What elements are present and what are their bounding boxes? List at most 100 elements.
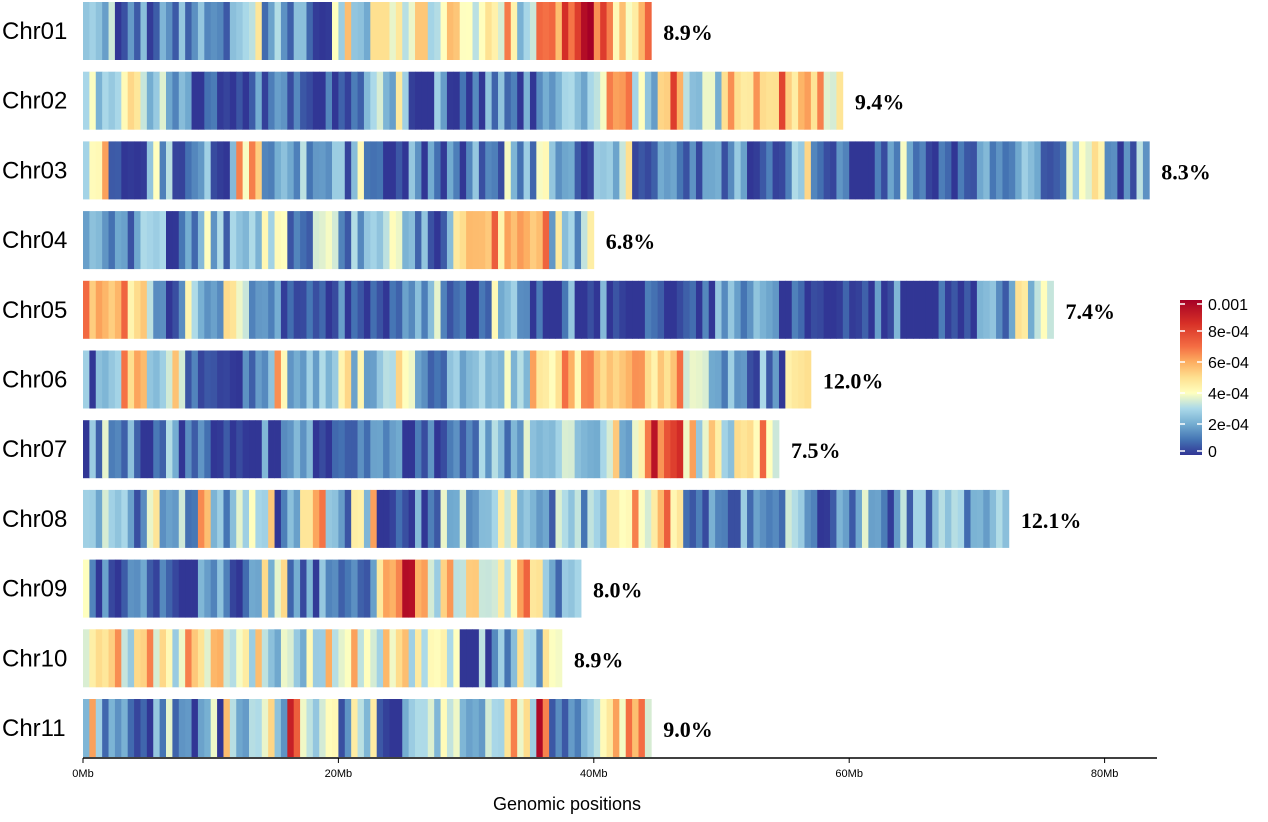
heat-bin [587, 350, 595, 409]
heat-bin [938, 280, 946, 339]
heat-bin [644, 699, 652, 757]
heat-bin [600, 699, 607, 757]
heat-bin [498, 489, 505, 548]
heat-bin [191, 629, 199, 688]
heat-bin [95, 71, 103, 130]
heat-bin [1047, 280, 1054, 339]
heat-bin [306, 211, 314, 270]
heat-bin [293, 71, 301, 130]
heat-bin [1123, 141, 1131, 200]
heat-bin [734, 280, 742, 339]
heat-bin [287, 280, 295, 339]
heat-bin [555, 350, 563, 409]
heat-bin [702, 141, 710, 200]
heat-bin [344, 489, 352, 548]
heat-bin [581, 489, 588, 548]
heat-bin [217, 211, 224, 270]
heat-bin [312, 141, 320, 200]
heat-bin [568, 280, 576, 339]
heat-bin [172, 141, 180, 200]
heat-bin [798, 489, 805, 548]
heat-bin [740, 141, 748, 200]
heat-bin [319, 350, 327, 409]
heat-bin [498, 629, 505, 688]
heat-bin [478, 141, 486, 200]
heat-bin [708, 350, 716, 409]
heat-bin [274, 71, 282, 130]
heat-bin [772, 489, 780, 548]
heat-bin [121, 629, 129, 688]
heat-bin [900, 280, 908, 339]
heat-bin [287, 350, 295, 409]
heat-bin [874, 141, 882, 200]
heat-bin [747, 71, 754, 130]
heat-bin [612, 489, 620, 548]
heat-bin [140, 350, 148, 409]
heat-bin [1040, 141, 1048, 200]
heat-bin [287, 211, 295, 270]
heat-bin [140, 699, 148, 757]
heat-bin [108, 489, 116, 548]
heat-bin [542, 2, 550, 60]
heat-bin [312, 699, 320, 757]
heat-bin [619, 699, 627, 757]
heat-bin [159, 350, 167, 409]
heat-bin [478, 559, 486, 618]
heat-bin [300, 629, 307, 688]
heat-bin [127, 141, 135, 200]
heat-bin [510, 629, 518, 688]
heat-bin [485, 141, 493, 200]
heat-bin [587, 280, 595, 339]
heat-bin [210, 141, 218, 200]
heat-bin [402, 350, 410, 409]
heat-bin [676, 280, 684, 339]
heat-bin [555, 71, 563, 130]
heat-bin [1091, 141, 1099, 200]
heat-bin [287, 489, 295, 548]
heat-bin [983, 489, 991, 548]
heat-bin [108, 71, 116, 130]
heat-bin [440, 350, 448, 409]
heat-bin [383, 141, 390, 200]
heat-bin [549, 71, 556, 130]
heat-bin [274, 699, 282, 757]
heat-bin [510, 71, 518, 130]
heat-bin [772, 420, 780, 479]
heat-bin [849, 141, 856, 200]
heat-bin [683, 489, 690, 548]
heat-bin [376, 2, 384, 60]
heat-bin [357, 420, 365, 479]
heat-bin [427, 280, 435, 339]
heat-bin [89, 2, 97, 60]
heat-bin [434, 699, 441, 757]
heat-bin [446, 2, 454, 60]
heat-bin [236, 350, 244, 409]
heat-bin [1142, 141, 1150, 200]
heat-bin [319, 141, 327, 200]
heat-bin [772, 71, 780, 130]
heat-bin [204, 350, 212, 409]
heat-bin [670, 350, 678, 409]
heat-bin [293, 280, 301, 339]
heat-bin [402, 559, 410, 618]
heat-bin [478, 350, 486, 409]
heat-bin [529, 559, 537, 618]
heat-bin [280, 141, 288, 200]
heat-bin [223, 350, 231, 409]
heat-bin [517, 559, 524, 618]
heat-bin [510, 489, 518, 548]
heat-bin [421, 489, 429, 548]
heat-bin [651, 350, 659, 409]
heat-bin [485, 71, 493, 130]
heat-bin [459, 71, 467, 130]
heat-bin [166, 211, 173, 270]
heat-bin [555, 2, 563, 60]
heat-bin [178, 420, 186, 479]
heat-bin [134, 559, 141, 618]
heat-bin [446, 280, 454, 339]
heat-bin [517, 141, 524, 200]
heat-bin [255, 141, 263, 200]
heat-bin [134, 211, 141, 270]
heat-bin [217, 420, 224, 479]
heat-bin [747, 420, 754, 479]
